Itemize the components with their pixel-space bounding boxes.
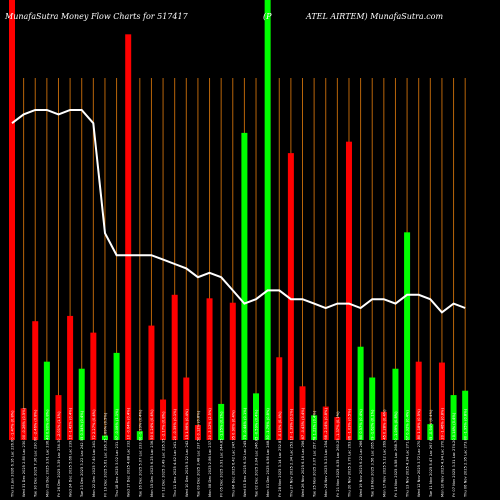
volume-bar [299, 386, 306, 440]
x-tick-label: Tue 11 Nov 2025 5.47 Lac 267.65 -0.94% (… [429, 409, 433, 498]
x-tick-label: Fri 19 Dec 2025 5.61 Lac 236.35 1.89% (0… [103, 412, 107, 497]
volume-bar [380, 411, 387, 440]
volume-bar [404, 232, 411, 440]
x-tick-label: Mon 17 Nov 2025 5.12 Lac 269.45 0.28% (0… [382, 409, 386, 497]
volume-bar [462, 390, 469, 440]
volume-bar [276, 357, 283, 440]
volume-bar [55, 395, 62, 440]
x-tick-labels: Thu 01 Jan 2026 6.16 Lac 226.60 -1.47% (… [11, 407, 468, 498]
x-tick-label: Tue 02 Dec 2025 3.04 Lac 246.85 -0.59% (… [255, 409, 259, 498]
volume-bar [345, 141, 352, 440]
x-tick-label: Wed 03 Dec 2025 6.32 Lac 245.75 -0.44% (… [243, 407, 247, 497]
x-tick-label: Fri 26 Dec 2025 3.39 Lac 234.30 -2.01% (… [57, 411, 61, 497]
x-tick-label: Thu 06 Nov 2025 2.95 Lac 273.80 -1.95% (… [464, 408, 468, 498]
volume-bar [264, 0, 271, 440]
chart-title-mid: (P [263, 12, 272, 21]
volume-bar [113, 352, 120, 440]
x-tick-label: Wed 19 Nov 2025 6.22 Lac 266.60 0.57% (0… [359, 409, 363, 497]
x-tick-label: Thu 04 Dec 2025 6.42 Lac 247.95 0.90% (0… [231, 410, 235, 498]
volume-bar [229, 302, 236, 440]
x-tick-label: Wed 17 Dec 2025 4.88 Lac 232.10 -0.64% (… [127, 407, 131, 497]
x-tick-label: Mon 15 Dec 2025 6.25 Lac 236.50 0.24% (0… [150, 409, 154, 497]
x-tick-label: Thu 20 Nov 2025 3.70 Lac 263.86 -1.03% (… [347, 408, 351, 498]
volume-bar [171, 294, 178, 440]
x-tick-label: Thu 18 Dec 2025 3.02 Lac 231.97 -0.06% (… [115, 408, 119, 498]
volume-bar [253, 393, 260, 440]
chart-title-left: MunafaSutra Money Flow Charts for 517417 [4, 12, 189, 21]
volume-bar [183, 377, 190, 440]
volume-bar [194, 425, 201, 440]
volume-bar [43, 361, 50, 440]
x-tick-label: Fri 28 Nov 2025 3.14 Lac 252.83 -0.10% (… [278, 411, 282, 497]
x-tick-label: Tue 18 Nov 2025 3.56 Lac 265.09 -1.62% (… [371, 409, 375, 498]
volume-bar [450, 395, 457, 440]
volume-bar [148, 325, 155, 440]
money-flow-line [11, 109, 466, 314]
chart-title-right: ATEL AIRTEM) MunafaSutra.com [305, 12, 444, 21]
volume-bar [334, 417, 341, 440]
x-tick-label: Mon 22 Dec 2025 7.40 Lac 241.72 2.27% (0… [92, 409, 96, 497]
volume-bar [160, 399, 167, 440]
x-tick-label: Tue 09 Dec 2025 3.48 Lac 237.50 0.12% (0… [196, 410, 200, 498]
x-tick-label: Tue 16 Dec 2025 5.07 Lac 233.60 -1.23% (… [138, 409, 142, 498]
volume-bar [311, 415, 318, 440]
volume-bar [67, 315, 74, 440]
volume-bar [415, 361, 422, 440]
x-tick-label: Fri 12 Dec 2025 3.49 Lac 235.95 -2.17% (… [162, 411, 166, 497]
volume-bar [125, 34, 132, 440]
volume-bar [101, 435, 108, 440]
volume-bars [9, 0, 469, 440]
volume-bar [369, 377, 376, 440]
volume-bar [241, 132, 248, 440]
volume-bar [136, 431, 143, 440]
x-tick-label: Fri 14 Nov 2025 4.58 Lac 268.70 -1.09% (… [394, 411, 398, 497]
volume-bar [206, 298, 213, 440]
x-tick-label: Mon 08 Dec 2025 2.86 Lac 237.20 -3.12% (… [208, 408, 212, 497]
volume-bar [438, 362, 445, 440]
x-tick-label: Thu 01 Jan 2026 6.16 Lac 226.60 -1.47% (… [11, 410, 15, 498]
x-tick-label: Mon 29 Dec 2025 3.91 Lac 236.40 0.90% (0… [45, 409, 49, 497]
volume-bar [20, 408, 27, 440]
x-tick-label: Mon 24 Nov 2025 5.23 Lac 254.68 -2.14% (… [324, 408, 328, 497]
volume-bar [392, 368, 399, 440]
x-tick-label: Wed 31 Dec 2025 2.80 Lac 230.00 -0.26% (… [22, 407, 26, 497]
volume-bar [32, 321, 39, 440]
x-tick-label: Mon 10 Nov 2025 4.34 Lac 270.20 -1.46% (… [440, 408, 444, 497]
x-tick-label: Fri 21 Nov 2025 4.35 Lac 260.25 -1.37% (… [336, 411, 340, 497]
x-tick-label: Wed 26 Nov 2025 6.16 Lac 256.67 -0.43% (… [301, 407, 305, 497]
x-tick-label: Wed 24 Dec 2025 5.66 Lac 239.10 -1.42% (… [69, 407, 73, 497]
volume-bar [9, 0, 15, 440]
x-tick-label: Thu 13 Nov 2025 4.24 Lac 271.67 0.32% (0… [406, 410, 410, 498]
volume-bar [427, 424, 434, 440]
volume-bar [90, 332, 97, 440]
x-tick-label: Thu 11 Dec 2025 4.42 Lac 241.20 -0.39% (… [173, 408, 177, 498]
volume-bar [287, 153, 294, 440]
x-tick-label: Wed 12 Nov 2025 3.72 Lac 270.80 1.18% (0… [417, 409, 421, 497]
x-tick-label: Mon 01 Dec 2025 4.56 Lac 248.30 -1.79% (… [266, 408, 270, 497]
x-tick-label: Fri 07 Nov 2025 3.31 Lac 274.20 0.14% (0… [452, 412, 456, 497]
volume-bar [218, 403, 225, 440]
x-tick-label: Wed 10 Dec 2025 5.22 Lac 242.15 1.96% (0… [185, 409, 189, 497]
volume-bar [322, 406, 329, 440]
x-tick-label: Tue 23 Dec 2025 3.22 Lac 242.55 0.34% (0… [80, 410, 84, 498]
x-tick-label: Fri 05 Dec 2025 3.91 Lac 244.85 -1.25% (… [220, 411, 224, 497]
volume-bar [78, 368, 85, 440]
volume-bar [357, 346, 364, 440]
x-tick-label: Tue 25 Nov 2025 3.07 Lac 257.78 1.22% (0… [313, 410, 317, 498]
x-tick-label: Tue 30 Dec 2025 7.36 Lac 230.60 -2.46% (… [34, 409, 38, 498]
x-tick-label: Thu 27 Nov 2025 2.34 Lac 253.10 -1.39% (… [289, 408, 293, 498]
